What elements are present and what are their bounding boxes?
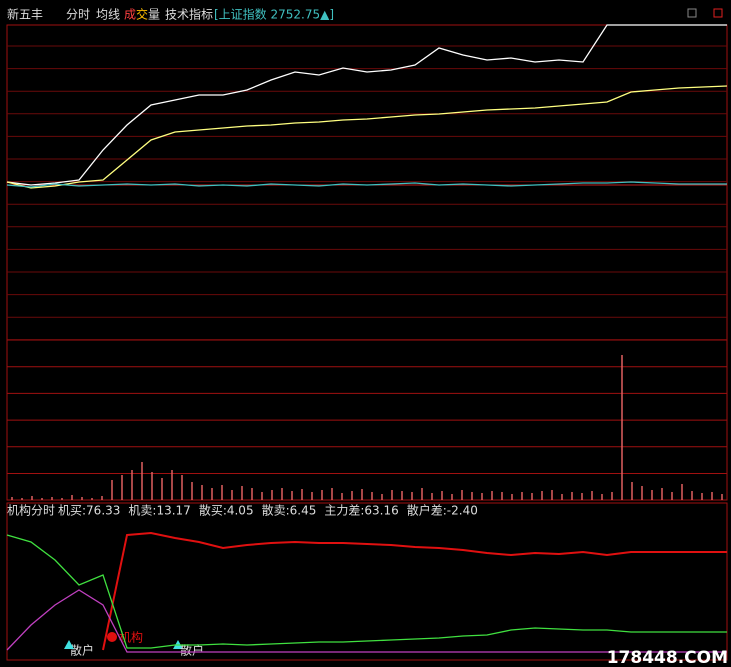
index-quote[interactable]: [上证指数 2752.75▲] xyxy=(214,7,334,22)
menu-item[interactable]: 分时 xyxy=(66,8,90,22)
indicator-item: 散买:4.05 xyxy=(199,503,254,518)
menu-char[interactable]: 量 xyxy=(148,8,160,22)
watermark: 178448.COM xyxy=(607,648,728,667)
marker xyxy=(64,640,74,649)
menu-item[interactable]: 技术指标 xyxy=(165,7,213,22)
series-line xyxy=(6,534,727,649)
menu-char[interactable]: 交 xyxy=(136,7,148,22)
marker-label: 散户 xyxy=(180,643,204,658)
stock-name: 新五丰 xyxy=(7,7,43,22)
indicator-item: 机买:76.33 xyxy=(58,504,120,518)
indicator-item: 机卖:13.17 xyxy=(128,504,190,518)
panel-frame xyxy=(6,24,728,501)
indicator-item: 散户差:-2.40 xyxy=(407,503,478,518)
series-line xyxy=(6,85,728,189)
marker-label: 散户 xyxy=(70,643,94,658)
menu-item[interactable]: 均线 xyxy=(96,8,120,22)
indicator-item: 主力差:63.16 xyxy=(324,504,398,518)
indicator-item: 散卖:6.45 xyxy=(262,503,317,518)
panel-frame xyxy=(6,502,728,661)
series-line xyxy=(6,181,727,188)
series-line xyxy=(6,24,727,186)
indicator-name: 机构分时 xyxy=(7,503,55,518)
window-button[interactable] xyxy=(713,8,723,18)
window-button[interactable] xyxy=(687,8,697,18)
series-line xyxy=(102,531,727,651)
marker xyxy=(107,632,117,642)
series-line xyxy=(6,589,727,653)
menu-char[interactable]: 成 xyxy=(124,8,136,22)
